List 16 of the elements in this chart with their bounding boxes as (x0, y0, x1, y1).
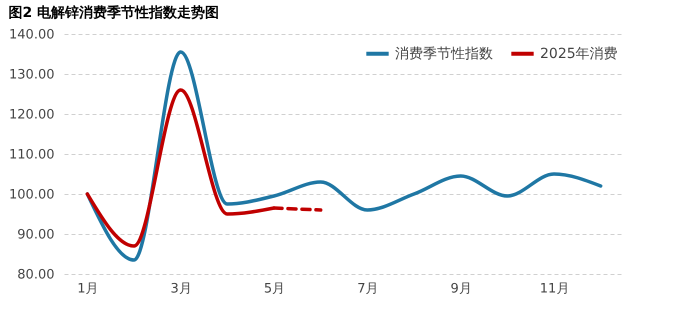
x-tick-label: 3月 (170, 282, 192, 296)
x-tick-label: 5月 (264, 282, 286, 296)
x-tick-label: 9月 (450, 282, 472, 296)
legend-label: 2025年消费 (540, 46, 618, 62)
y-tick-label: 130.00 (9, 68, 54, 82)
legend-label: 消费季节性指数 (395, 46, 493, 62)
x-tick-label: 7月 (357, 282, 378, 296)
y-tick-label: 80.00 (17, 268, 54, 282)
y-tick-label: 110.00 (9, 148, 54, 162)
y-tick-label: 90.00 (17, 228, 54, 242)
x-tick-label: 11月 (540, 282, 570, 296)
chart-title: 图2 电解锌消费季节性指数走势图 (8, 4, 220, 21)
y-tick-label: 140.00 (9, 28, 54, 42)
x-tick-label: 1月 (77, 282, 98, 296)
y-tick-label: 120.00 (9, 108, 54, 122)
y-tick-label: 100.00 (9, 188, 54, 202)
